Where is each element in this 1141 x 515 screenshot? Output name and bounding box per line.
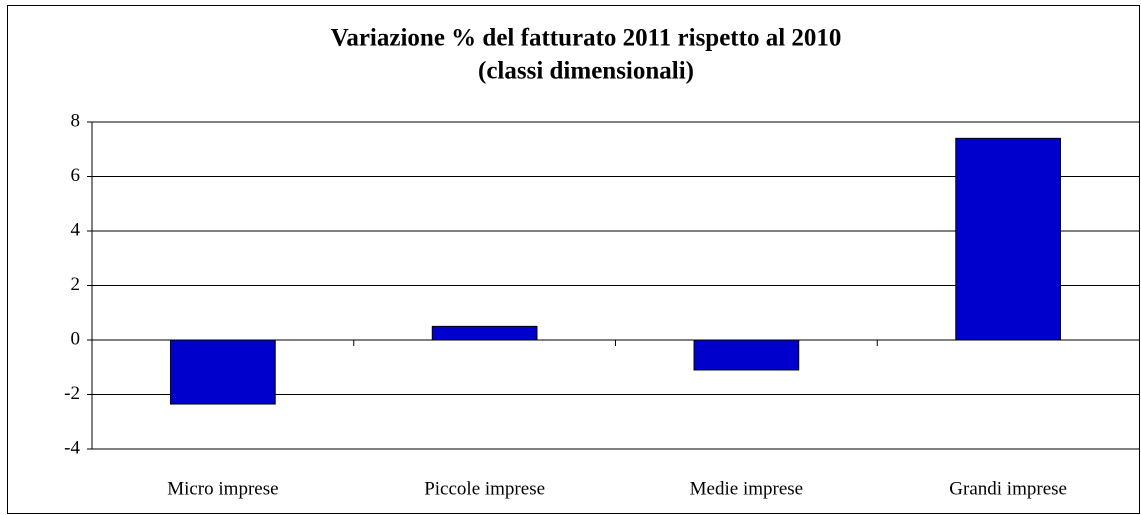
x-tick-label: Piccole imprese [424,478,545,499]
x-tick-label: Medie imprese [690,478,803,499]
y-tick-label: -2 [64,383,80,404]
x-tick-label: Grandi imprese [949,478,1067,499]
y-tick-label: 4 [71,219,81,240]
chart-border [7,5,1140,514]
y-tick-label: -4 [64,437,80,458]
bar [170,339,276,405]
bar [693,339,800,371]
chart-title: Variazione % del fatturato 2011 rispetto… [331,25,842,52]
y-tick-label: 0 [71,328,81,349]
y-tick-label: 6 [71,165,81,186]
y-tick-label: 8 [71,110,81,131]
y-tick-label: 2 [71,274,81,295]
bar [955,137,1061,341]
bar [431,325,538,341]
x-tick-label: Micro imprese [167,478,278,499]
chart-subtitle: (classi dimensionali) [478,58,694,85]
